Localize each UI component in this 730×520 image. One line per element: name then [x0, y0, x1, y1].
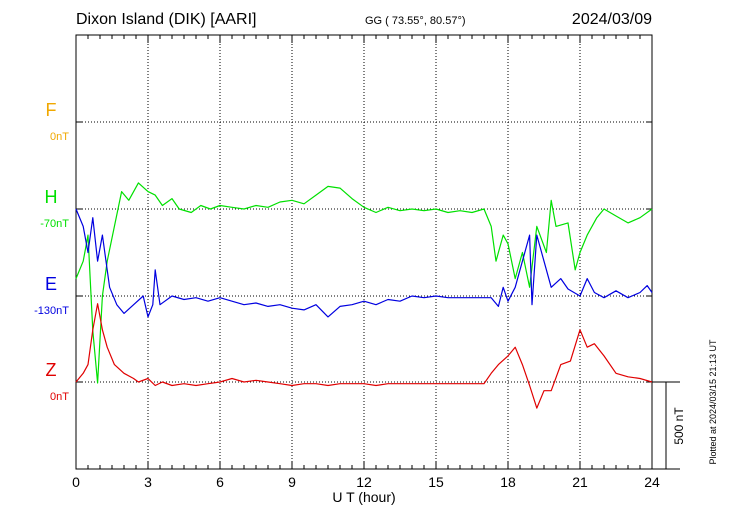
- channel-labels: F 0nT H -70nT E -130nT Z 0nT: [34, 100, 69, 403]
- x-axis-ticks: 0 3 6 9 12 15 18 21 24: [72, 35, 660, 490]
- x-tick-label: 24: [644, 474, 660, 490]
- series-name-Z: Z: [46, 360, 57, 380]
- scale-bar-label: 500 nT: [672, 407, 686, 445]
- grid-lines: [76, 35, 652, 469]
- series-name-E: E: [45, 274, 57, 294]
- x-tick-label: 21: [572, 474, 588, 490]
- x-tick-label: 18: [500, 474, 516, 490]
- baseline-label-E: -130nT: [34, 305, 69, 317]
- plotted-timestamp: Plotted at 2024/03/15 21:13 UT: [708, 339, 718, 465]
- series-line-H: [75, 182, 653, 384]
- series-line-E: [75, 208, 653, 318]
- x-tick-label: 15: [428, 474, 444, 490]
- x-tick-label: 0: [72, 474, 80, 490]
- x-tick-label: 6: [216, 474, 224, 490]
- series-name-F: F: [46, 100, 57, 120]
- station-title: Dixon Island (DIK) [AARI]: [76, 11, 257, 28]
- series-lines: [75, 182, 653, 409]
- series-name-H: H: [45, 187, 58, 207]
- scale-bar: 500 nT: [652, 381, 686, 470]
- baseline-label-H: -70nT: [40, 218, 69, 230]
- x-tick-label: 12: [356, 474, 372, 490]
- series-line-Z: [75, 303, 653, 409]
- coordinates-label: GG ( 73.55°, 80.57°): [365, 15, 466, 27]
- date-label: 2024/03/09: [572, 11, 652, 28]
- x-axis-label: U T (hour): [332, 489, 395, 505]
- baseline-label-Z: 0nT: [50, 391, 69, 403]
- x-tick-label: 3: [144, 474, 152, 490]
- baseline-label-F: 0nT: [50, 131, 69, 143]
- x-tick-label: 9: [288, 474, 296, 490]
